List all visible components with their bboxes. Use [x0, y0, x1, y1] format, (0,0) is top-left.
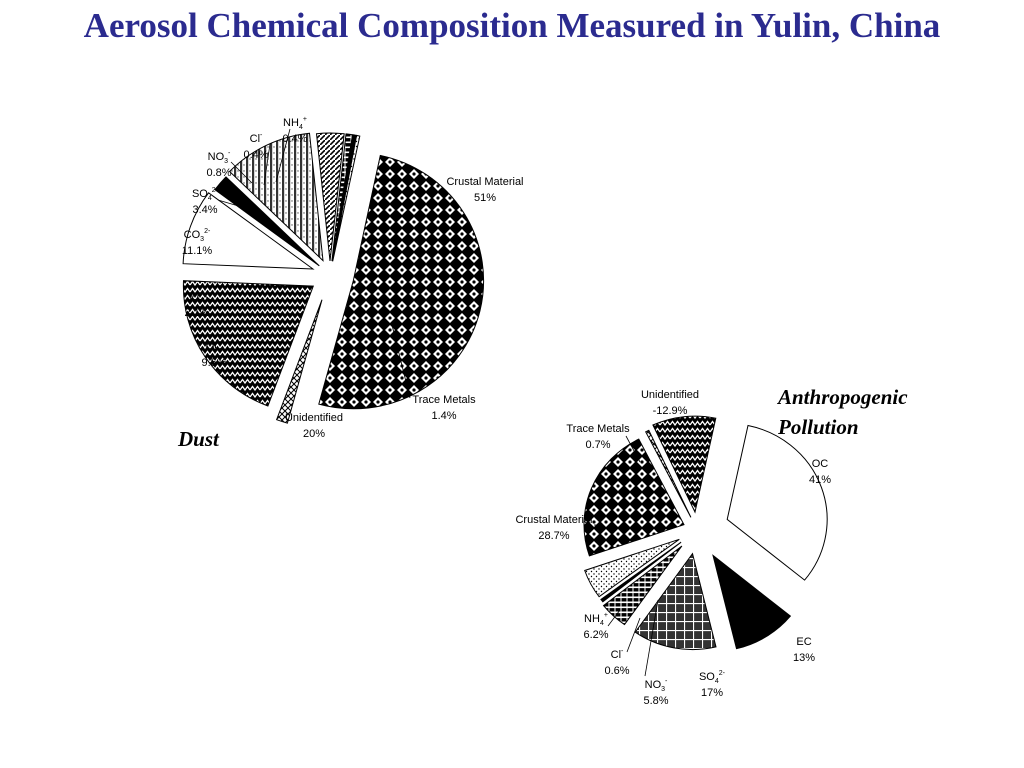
pie-slice-trace-metals [275, 299, 323, 424]
slice-label: Crustal Material [446, 176, 523, 188]
slice-label: NO3- [645, 678, 668, 693]
slice-value: 20% [303, 428, 325, 440]
slice-value: -12.9% [653, 405, 688, 417]
slice-value: 0.8% [206, 167, 231, 179]
slice-label: SO42- [699, 670, 726, 685]
slice-value: 0.4% [243, 149, 268, 161]
slice-label: OC [206, 341, 223, 353]
leader-line [230, 161, 253, 184]
leader-line [644, 599, 659, 677]
pie-slice-crustal-material [583, 438, 685, 557]
slice-label: SO42- [192, 187, 219, 202]
slice-label: NH4+ [584, 612, 608, 627]
slice-label: Trace Metals [412, 394, 476, 406]
leader-line [626, 617, 641, 653]
pie-slice-cl [600, 541, 682, 603]
slice-value: 11.1% [182, 245, 213, 257]
pie-slice-ec [214, 176, 320, 267]
slice-value: 41% [809, 474, 831, 486]
leader-line [607, 609, 621, 627]
slice-value: 13% [793, 652, 815, 664]
slice-value: 0.4% [282, 133, 307, 145]
pie-slice-no3 [331, 133, 354, 262]
slice-label: EC [189, 291, 204, 303]
pie-slice-ec [712, 554, 792, 650]
chart-caption: Dust [177, 427, 220, 451]
slice-value: 3.4% [192, 204, 217, 216]
slice-value: 1.4% [431, 410, 456, 422]
pie-slice-so4-2 [315, 132, 345, 262]
leader-line [625, 435, 641, 463]
slice-value: 17% [701, 687, 723, 699]
slice-value: 0.6% [604, 665, 629, 677]
slice-label: CO32- [184, 228, 211, 243]
pie-chart-1: Crustal Material 51% Trace Metals 1.4% Unide… [177, 116, 524, 451]
slice-label: Cl- [250, 132, 263, 145]
leader-line [204, 295, 216, 304]
leader-line [391, 324, 411, 399]
slice-label: Cl- [611, 648, 624, 661]
pie-slice-unidentified [182, 280, 315, 407]
pie-slice-no3 [602, 545, 683, 626]
pie-slice-crustal-material [318, 154, 485, 410]
pie-slice-so4-2 [634, 552, 717, 651]
slice-value: 28.7% [538, 530, 569, 542]
slice-label: NH4+ [283, 116, 307, 131]
slice-value: 9.5% [201, 357, 226, 369]
slice-label: OC [812, 458, 829, 470]
slice-label: Unidentified [641, 389, 699, 401]
slice-value: 5.8% [643, 695, 668, 707]
slice-value: 0.7% [585, 439, 610, 451]
slice-label: Trace Metals [566, 423, 630, 435]
pie-slice-unidentified [652, 415, 717, 514]
pie-slice-oc [726, 424, 828, 581]
slice-label: Unidentified [285, 412, 343, 424]
slice-value: 51% [474, 192, 496, 204]
pie-slice-trace-metals [645, 429, 692, 518]
chart-caption: Anthropogenic Pollution [776, 385, 908, 439]
slice-label: Crustal Material [515, 514, 592, 526]
leader-line [263, 143, 271, 186]
slice-label: NO3- [208, 150, 231, 165]
slide-title: Aerosol Chemical Composition Measured in… [83, 6, 941, 45]
leader-line [275, 128, 291, 183]
pie-slice-co3-2 [228, 132, 324, 262]
pie-slice-oc [182, 192, 315, 270]
slice-value: 2.1% [184, 307, 209, 319]
leader-line [217, 199, 253, 211]
slice-label: EC [796, 636, 811, 648]
pie-slice-nh4 [584, 538, 680, 598]
slice-value: 6.2% [583, 629, 608, 641]
pie-slice-nh4 [332, 134, 361, 262]
pie-chart-2: OC 41% EC 13% SO42- 17% NO3- 5.8% Cl- 0.6% NH4+ 6.2… [515, 385, 908, 707]
